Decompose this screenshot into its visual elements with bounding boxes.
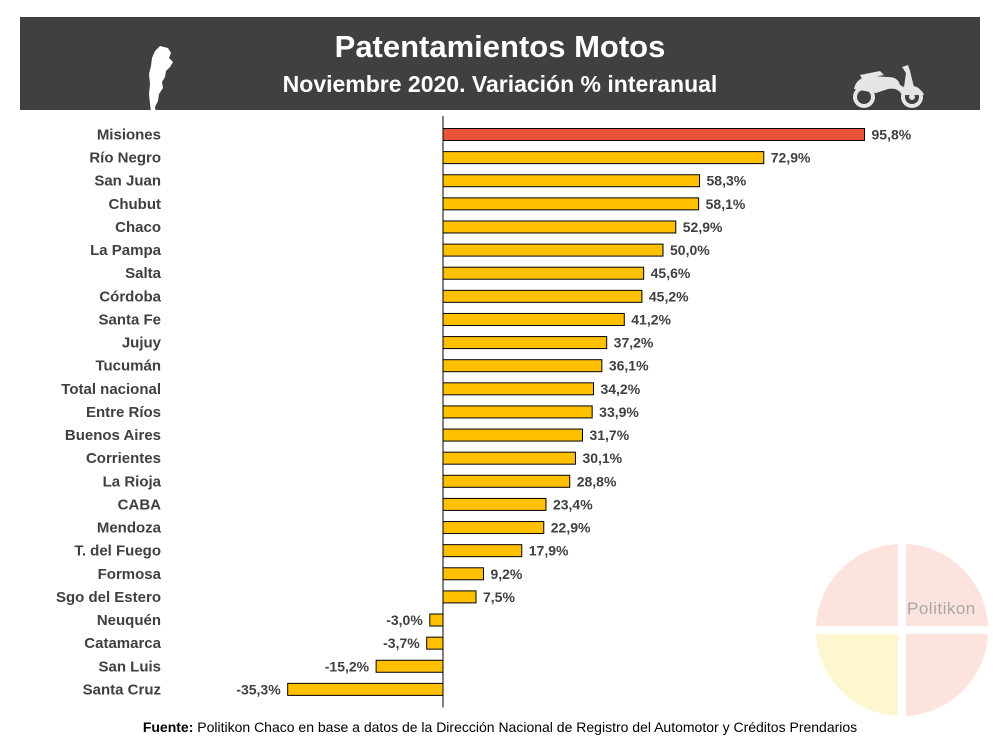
category-label: Formosa (98, 566, 162, 583)
data-label: 9,2% (490, 566, 522, 582)
data-label: 36,1% (609, 358, 649, 374)
category-label: Jujuy (122, 335, 162, 352)
bar (442, 220, 677, 234)
data-label: 33,9% (599, 404, 639, 420)
category-label: Tucumán (95, 358, 161, 375)
data-label: 7,5% (483, 589, 515, 605)
chart-header: Patentamientos Motos Noviembre 2020. Var… (20, 17, 980, 120)
data-label: 52,9% (683, 219, 723, 235)
data-label: -3,7% (383, 635, 420, 651)
category-label: Sgo del Estero (56, 589, 161, 606)
category-label: Catamarca (84, 635, 161, 652)
bar-chart: Misiones 95,8% Río Negro 72,9% San Juan 58,3%… (56, 116, 912, 708)
bar (442, 521, 545, 535)
bar (442, 474, 571, 488)
category-label: Chubut (109, 196, 161, 213)
bar (442, 382, 594, 396)
category-label: Corrientes (86, 450, 161, 467)
category-label: Neuquén (97, 612, 161, 629)
bar (442, 544, 523, 558)
bar (442, 336, 608, 350)
category-label: San Luis (98, 658, 161, 675)
data-label: 95,8% (872, 127, 912, 143)
data-label: 45,2% (649, 288, 689, 304)
source-note: Fuente: Politikon Chaco en base a datos … (0, 719, 1000, 735)
data-label: 23,4% (553, 496, 593, 512)
data-label: 37,2% (614, 335, 654, 351)
bar (442, 197, 700, 211)
category-label: Río Negro (89, 150, 161, 167)
category-label: San Juan (94, 173, 161, 190)
source-text: Politikon Chaco en base a datos de la Di… (193, 719, 858, 735)
chart-title: Patentamientos Motos (334, 29, 666, 64)
bar (442, 243, 664, 257)
category-label: La Pampa (90, 242, 162, 259)
scooter-icon (853, 65, 924, 108)
data-label: 28,8% (577, 473, 617, 489)
bar (442, 590, 477, 604)
category-label: Buenos Aires (65, 427, 161, 444)
bar (442, 428, 583, 442)
data-label: 58,3% (707, 173, 747, 189)
category-label: Salta (125, 265, 162, 282)
category-label: Córdoba (99, 288, 161, 305)
category-label: T. del Fuego (74, 543, 161, 560)
bar (442, 266, 645, 280)
bar (442, 289, 643, 303)
data-label: 17,9% (529, 543, 569, 559)
category-label: Total nacional (61, 381, 161, 398)
bar (442, 451, 576, 465)
category-label: La Rioja (103, 473, 162, 490)
data-label: -15,2% (325, 658, 370, 674)
data-label: 34,2% (600, 381, 640, 397)
data-label: -35,3% (236, 681, 281, 697)
category-label: Mendoza (97, 520, 162, 537)
data-label: 50,0% (670, 242, 710, 258)
data-label: 41,2% (631, 311, 671, 327)
data-label: 45,6% (651, 265, 691, 281)
data-label: 72,9% (771, 150, 811, 166)
politikon-logo-watermark (816, 544, 988, 716)
bar (375, 659, 444, 673)
data-label: 58,1% (706, 196, 746, 212)
category-label: Santa Cruz (83, 681, 161, 698)
bar (442, 128, 866, 141)
watermark-text: Politikon (907, 599, 976, 618)
category-label: Entre Ríos (86, 404, 161, 421)
bar (442, 497, 547, 511)
bar (426, 636, 444, 650)
bar (442, 405, 593, 419)
bar (429, 613, 444, 627)
bar (442, 151, 765, 165)
bar (442, 174, 701, 188)
bar (442, 359, 603, 373)
data-label: 31,7% (589, 427, 629, 443)
category-label: Chaco (115, 219, 161, 236)
category-label: Misiones (97, 127, 161, 144)
category-label: Santa Fe (98, 311, 161, 328)
bar (442, 567, 484, 581)
bar (442, 312, 625, 326)
data-label: 30,1% (582, 450, 622, 466)
data-label: 22,9% (551, 520, 591, 536)
chart-subtitle: Noviembre 2020. Variación % interanual (282, 71, 718, 97)
argentina-map-icon (149, 46, 173, 120)
data-label: -3,0% (386, 612, 423, 628)
category-label: CABA (118, 496, 161, 513)
bar (287, 682, 444, 696)
source-label: Fuente: (142, 719, 194, 735)
